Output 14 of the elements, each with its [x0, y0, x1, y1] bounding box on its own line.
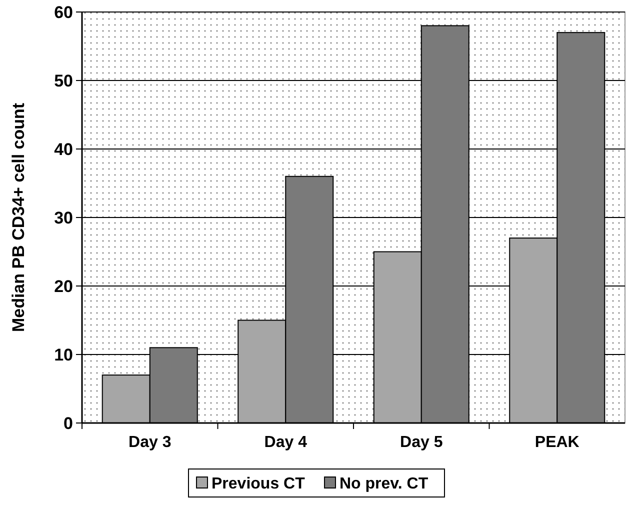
y-tick-label: 10: [54, 345, 73, 364]
legend-label: No prev. CT: [340, 476, 428, 493]
y-tick-label: 20: [54, 276, 73, 296]
y-tick-label: 50: [54, 71, 73, 90]
y-tick-label: 40: [54, 140, 73, 159]
x-tick-label: Day 4: [264, 434, 308, 451]
x-tick-label: PEAK: [534, 434, 580, 451]
y-tick-label: 30: [54, 208, 73, 228]
y-axis-title: Median PB CD34+ cell count: [9, 102, 28, 332]
legend-label: Previous CT: [212, 476, 306, 493]
y-tick-label: 60: [54, 2, 73, 22]
x-tick-label: Day 3: [128, 434, 172, 451]
y-tick-label: 0: [64, 414, 73, 433]
x-tick-label: Day 5: [400, 434, 443, 451]
